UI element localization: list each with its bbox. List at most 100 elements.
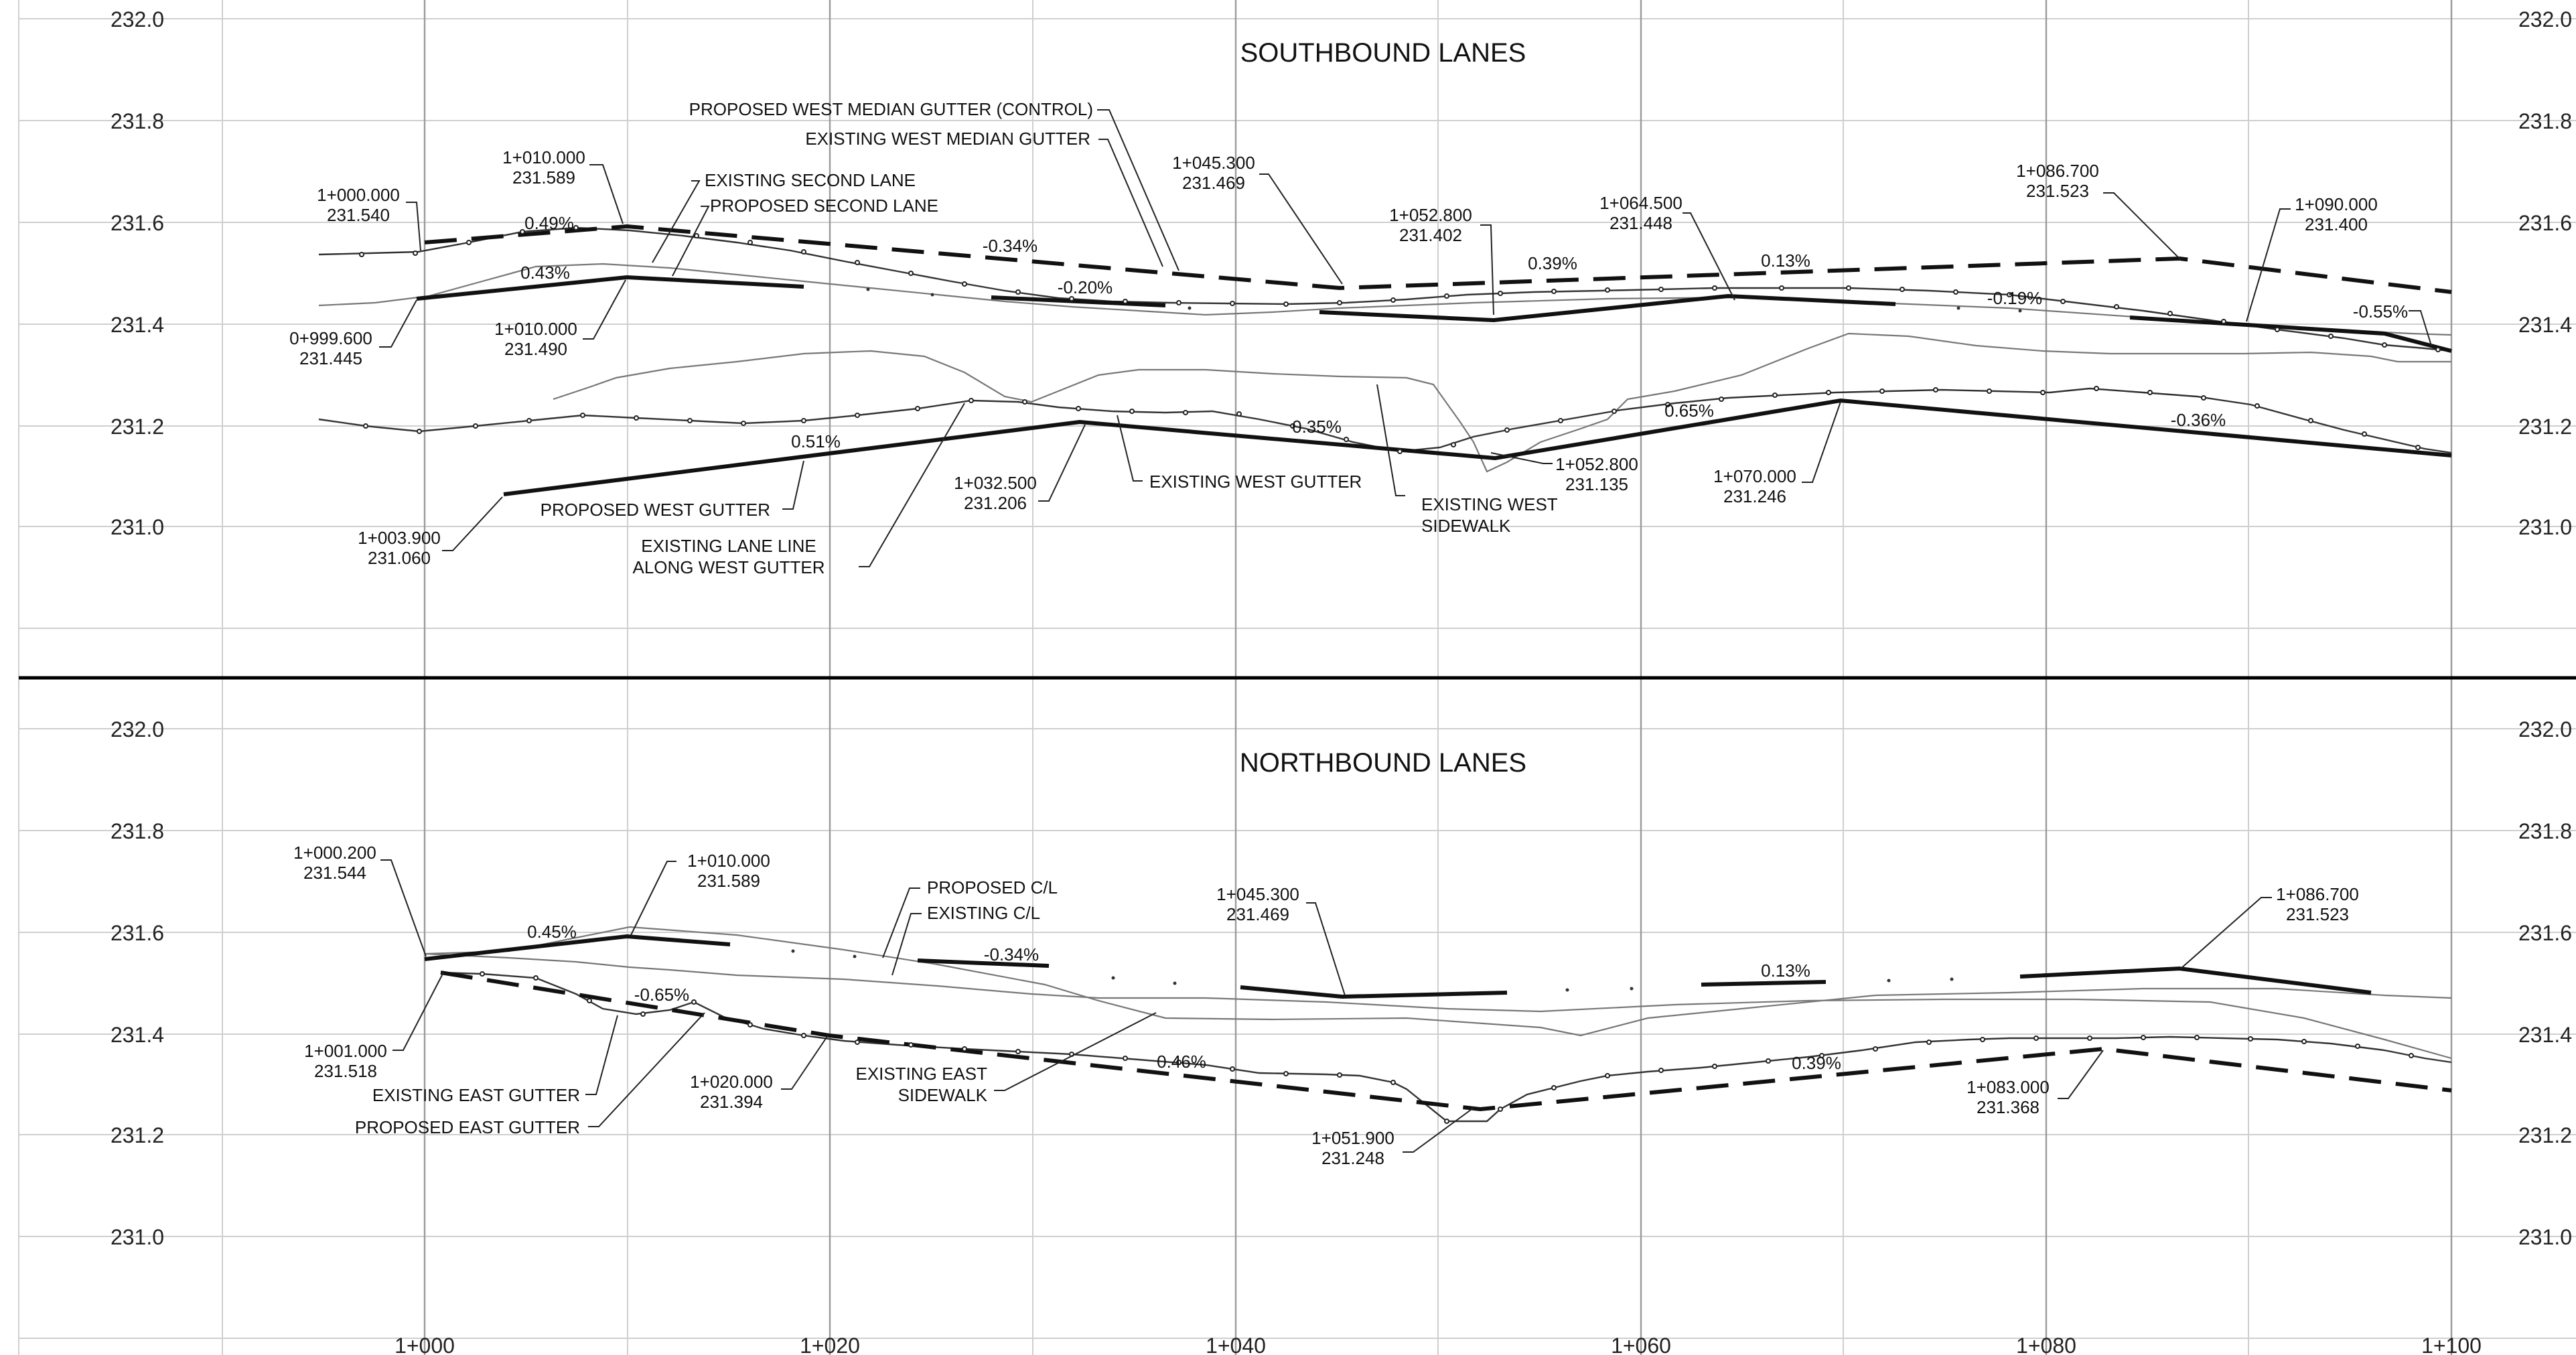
nb-y-tick-left: 232.0 (111, 717, 164, 741)
southbound-profiles (318, 224, 2452, 496)
sb-y-tick-left: 232.0 (111, 7, 164, 31)
callout-label: EXISTING SECOND LANE (705, 170, 916, 190)
nb-y-tick-right: 232.0 (2518, 717, 2572, 741)
callout-station: 1+000.200 231.544 (293, 843, 376, 883)
callout-station: 1+020.000 231.394 (690, 1072, 773, 1112)
sb-existing-west-median-gutter (318, 226, 2452, 352)
nb-existing-line (424, 952, 2452, 1060)
x-tick-label: 1+080 (2016, 1334, 2076, 1355)
nb-leaders (380, 859, 2272, 1153)
sb-y-tick-right: 231.6 (2518, 211, 2572, 235)
slope-label: -0.34% (983, 236, 1037, 256)
nb-slope-labels: 0.45% -0.34% 0.13% -0.65% 0.46% 0.39% (527, 922, 1841, 1073)
sb-proposed-west-gutter (503, 399, 2452, 496)
sb-proposed-second-lane-seg (2129, 315, 2452, 353)
nb-existing-cl (424, 926, 2452, 1037)
sb-existing-lane-line (553, 332, 2451, 473)
callout-station: 1+003.900 231.060 (358, 528, 441, 568)
callout-station: 1+045.300 231.469 (1172, 153, 1255, 193)
x-tick-label: 1+000 (395, 1334, 455, 1355)
slope-label: 0.45% (527, 922, 577, 942)
nb-y-tick-right: 231.8 (2518, 819, 2572, 843)
callout-station: 1+010.000 231.490 (494, 319, 577, 359)
nb-y-tick-left: 231.0 (111, 1225, 164, 1249)
callout-station: 1+000.000 231.540 (317, 185, 400, 225)
northbound-profiles (424, 926, 2452, 1123)
callout-label: EXISTING EAST SIDEWALK (856, 1064, 988, 1105)
sb-y-tick-left: 231.8 (111, 109, 164, 133)
sb-proposed-second-lane-seg (991, 295, 1166, 307)
sb-proposed-second-lane-seg (1319, 294, 1896, 322)
nb-y-tick-left: 231.2 (111, 1123, 164, 1147)
callout-station: 1+070.000 231.246 (1713, 466, 1796, 506)
callout-station: 0+999.600 231.445 (289, 328, 372, 368)
sb-y-tick-right: 231.4 (2518, 313, 2572, 337)
nb-proposed-cl-seg (917, 958, 1050, 968)
slope-label: 0.46% (1157, 1052, 1206, 1072)
nb-y-tick-right: 231.2 (2518, 1123, 2572, 1147)
nb-y-tick-left: 231.8 (111, 819, 164, 843)
sb-callouts: 1+000.000 231.540 1+010.000 231.589 PROPOS… (289, 99, 2378, 577)
callout-label: EXISTING WEST GUTTER (1149, 472, 1362, 492)
callout-station: 1+010.000 231.589 (502, 147, 585, 188)
sb-y-tick-right: 231.0 (2518, 515, 2572, 539)
slope-label: 0.51% (791, 431, 841, 451)
sb-leaders (379, 109, 2432, 567)
callout-label: EXISTING WEST SIDEWALK (1421, 494, 1558, 536)
slope-label: 0.65% (1664, 401, 1714, 421)
x-axis-labels: 1+000 1+020 1+040 1+060 1+080 1+100 (395, 1334, 2482, 1355)
slope-label: -0.19% (1987, 288, 2042, 308)
sb-y-tick-left: 231.6 (111, 211, 164, 235)
callout-label: PROPOSED SECOND LANE (710, 196, 938, 216)
sb-y-tick-right: 232.0 (2518, 7, 2572, 31)
callout-station: 1+090.000 231.400 (2295, 194, 2378, 234)
slope-label: -0.36% (2171, 410, 2226, 430)
callout-label: EXISTING WEST MEDIAN GUTTER (805, 129, 1090, 149)
callout-station: 1+086.700 231.523 (2276, 884, 2359, 924)
slope-label: 0.43% (520, 263, 570, 283)
callout-label: EXISTING LANE LINE ALONG WEST GUTTER (633, 536, 825, 577)
slope-label: -0.55% (2353, 301, 2408, 322)
nb-proposed-east-gutter (440, 971, 2452, 1112)
x-tick-label: 1+100 (2421, 1334, 2482, 1355)
callout-station: 1+001.000 231.518 (304, 1041, 387, 1081)
callout-station: 1+052.800 231.135 (1555, 454, 1638, 494)
callout-station: 1+032.500 231.206 (954, 473, 1037, 513)
callout-station: 1+045.300 231.469 (1216, 884, 1299, 924)
nb-proposed-cl (424, 934, 731, 961)
nb-markers (480, 949, 2414, 1124)
sb-existing-west-gutter (318, 387, 2452, 454)
sb-y-tick-left: 231.0 (111, 515, 164, 539)
grid (18, 0, 2576, 1355)
sb-proposed-second-lane (416, 275, 804, 301)
x-tick-label: 1+060 (1611, 1334, 1671, 1355)
callout-label: PROPOSED EAST GUTTER (355, 1117, 580, 1137)
nb-y-tick-left: 231.6 (111, 921, 164, 945)
northbound-title: NORTHBOUND LANES (1240, 748, 1526, 778)
nb-y-tick-right: 231.4 (2518, 1023, 2572, 1047)
callout-label: PROPOSED WEST MEDIAN GUTTER (CONTROL) (689, 99, 1093, 119)
southbound-title: SOUTHBOUND LANES (1240, 38, 1526, 68)
nb-y-tick-right: 231.6 (2518, 921, 2572, 945)
callout-station: 1+064.500 231.448 (1599, 193, 1683, 233)
sb-proposed-west-median-gutter (424, 224, 2452, 294)
sb-markers (359, 225, 2441, 454)
y-axis-labels: 232.0 231.8 231.6 231.4 231.2 231.0 232.… (111, 7, 2572, 1249)
callout-station: 1+086.700 231.523 (2016, 161, 2099, 201)
nb-callouts: 1+000.200 231.544 1+010.000 231.589 PROPOS… (293, 843, 2359, 1168)
callout-label: PROPOSED WEST GUTTER (541, 500, 770, 520)
sb-y-tick-left: 231.4 (111, 313, 164, 337)
slope-label: 0.49% (524, 213, 574, 233)
sb-existing-second-lane (318, 263, 2452, 336)
callout-station: 1+083.000 231.368 (1966, 1077, 2050, 1117)
nb-proposed-cl-seg (1701, 980, 1827, 987)
nb-proposed-cl-seg (2019, 967, 2372, 995)
callout-label: EXISTING C/L (927, 903, 1040, 923)
slope-label: 0.13% (1761, 251, 1810, 271)
callout-station: 1+010.000 231.589 (687, 851, 770, 891)
slope-label: 0.39% (1792, 1053, 1841, 1073)
slope-label: -0.34% (984, 944, 1039, 965)
callout-station: 1+051.900 231.248 (1311, 1128, 1394, 1168)
nb-y-tick-left: 231.4 (111, 1023, 164, 1047)
